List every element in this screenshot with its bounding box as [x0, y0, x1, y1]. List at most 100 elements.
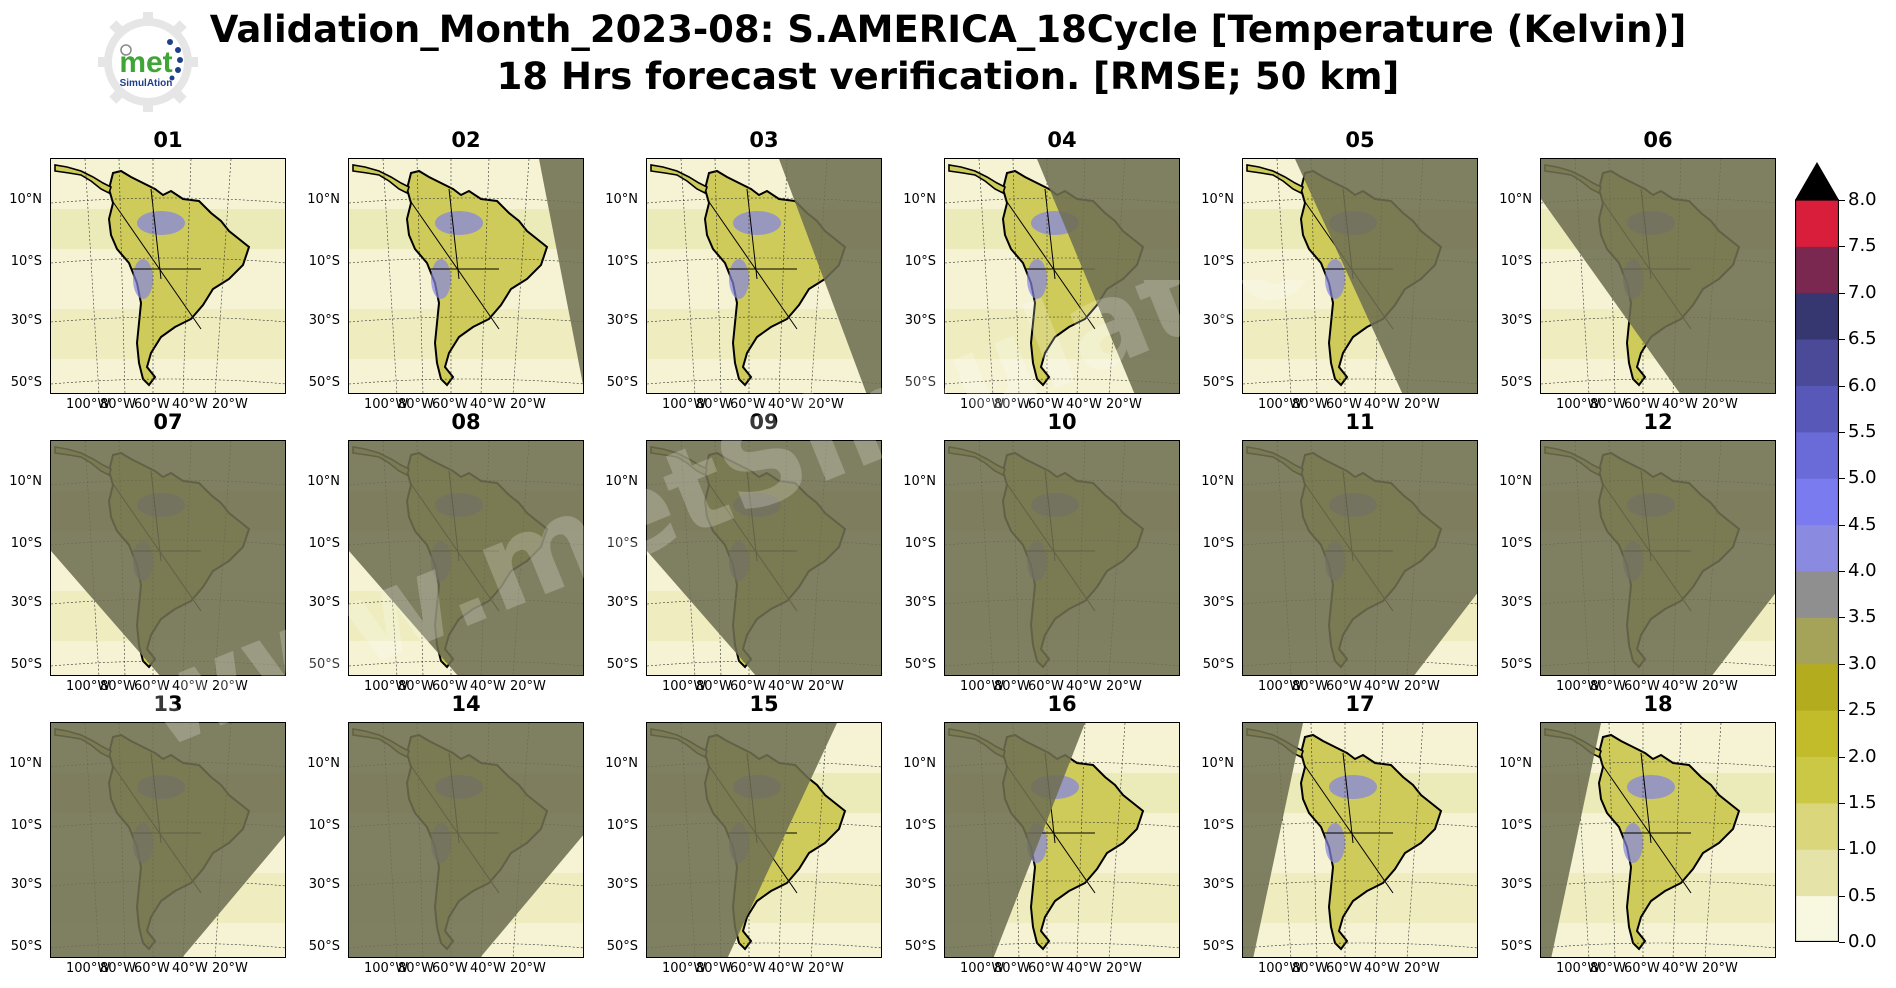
panel-title: 13 [153, 692, 183, 716]
panel-title: 18 [1643, 692, 1673, 716]
lon-tick-label: 100°W [662, 397, 707, 412]
colorbar [1795, 162, 1839, 942]
lat-tick-label: 50°S [1202, 657, 1234, 672]
lat-tick-label: 10°S [1500, 254, 1532, 269]
lon-tick-label: 100°W [66, 961, 111, 976]
lat-tick-label: 30°S [10, 313, 42, 328]
lat-tick-label: 10°S [1500, 818, 1532, 833]
colorbar-tick-label: 6.5 [1848, 328, 1877, 350]
lon-tick-label: 100°W [66, 397, 111, 412]
lon-tick-label: 20°W [212, 961, 248, 976]
colorbar-tick-label: 3.5 [1848, 606, 1877, 628]
lat-tick-label: 10°S [10, 818, 42, 833]
lon-tick-label: 40°W [1364, 679, 1400, 694]
lon-tick-label: 60°W [1028, 679, 1064, 694]
night-mask [349, 441, 583, 675]
lon-tick-label: 60°W [1326, 679, 1362, 694]
colorbar-bin [1795, 292, 1839, 340]
colorbar-tick-mark [1839, 339, 1845, 341]
lon-tick-label: 100°W [960, 679, 1005, 694]
met-simulation-logo: met SimulAtion [98, 12, 198, 112]
forecast-panel: 09 10°N 10°S 30°S 50°S 100°W 80°W 60°W 40°W 20°W [605, 410, 882, 694]
lon-tick-label: 60°W [134, 679, 170, 694]
lon-tick-label: 80°W [1590, 679, 1626, 694]
lat-tick-label: 10°N [9, 192, 42, 207]
lat-tick-label: 10°N [605, 192, 638, 207]
colorbar-tick-mark [1839, 802, 1845, 804]
night-mask [1037, 159, 1179, 393]
rmse-map [1540, 440, 1776, 676]
lat-tick-label: 10°S [10, 254, 42, 269]
lon-tick-label: 40°W [172, 397, 208, 412]
rmse-map [944, 440, 1180, 676]
colorbar-tick-mark [1839, 756, 1845, 758]
rmse-map [1242, 722, 1478, 958]
forecast-panel: 06 10°N 10°S 30°S 50°S 100°W 80°W 60°W 40°W 20°W [1499, 128, 1776, 412]
lat-tick-label: 10°N [1499, 756, 1532, 771]
colorbar-tick-label: 0.0 [1848, 931, 1877, 952]
rmse-map [646, 722, 882, 958]
lat-tick-label: 10°S [1202, 254, 1234, 269]
lon-tick-label: 20°W [1404, 397, 1440, 412]
night-mask [945, 441, 1179, 675]
colorbar-frame [1795, 199, 1839, 942]
lon-tick-label: 40°W [470, 961, 506, 976]
lon-tick-label: 80°W [398, 397, 434, 412]
night-mask [1243, 723, 1303, 957]
panel-title: 08 [451, 410, 481, 434]
forecast-panel: 03 10°N 10°S 30°S 50°S 100°W 80°W 60°W 40°W 20°W [605, 128, 882, 412]
lat-tick-label: 50°S [10, 375, 42, 390]
forecast-panel: 01 10°N 10°S 30°S 50°S 100°W 80°W 60°W 40°W 20°W [9, 128, 286, 412]
lat-tick-label: 10°N [9, 756, 42, 771]
lon-tick-label: 60°W [134, 961, 170, 976]
lon-tick-label: 20°W [1106, 679, 1142, 694]
lat-tick-label: 10°N [9, 474, 42, 489]
lat-tick-label: 50°S [904, 375, 936, 390]
lat-tick-label: 30°S [10, 877, 42, 892]
lat-tick-label: 10°S [904, 818, 936, 833]
lat-tick-label: 10°N [1201, 756, 1234, 771]
panel-title: 15 [749, 692, 779, 716]
lat-tick-label: 10°N [1499, 192, 1532, 207]
lon-tick-label: 40°W [768, 961, 804, 976]
night-mask [1541, 441, 1775, 675]
lat-tick-label: 10°S [904, 536, 936, 551]
lon-tick-label: 40°W [1066, 961, 1102, 976]
colorbar-bin [1795, 524, 1839, 572]
rmse-map [1242, 158, 1478, 394]
lon-tick-label: 20°W [808, 679, 844, 694]
lat-tick-label: 10°S [308, 818, 340, 833]
forecast-panel: 07 10°N 10°S 30°S 50°S 100°W 80°W 60°W 40°W 20°W [9, 410, 286, 694]
colorbar-tick-mark [1839, 663, 1845, 665]
colorbar-bin [1795, 571, 1839, 618]
lon-tick-label: 40°W [768, 679, 804, 694]
lon-tick-label: 100°W [1258, 397, 1303, 412]
lon-tick-label: 100°W [1258, 961, 1303, 976]
colorbar-bin [1795, 895, 1839, 942]
colorbar-bin [1795, 431, 1839, 479]
lon-tick-label: 60°W [1028, 961, 1064, 976]
colorbar-bin [1795, 478, 1839, 526]
lon-tick-label: 20°W [1404, 679, 1440, 694]
night-mask [647, 723, 837, 957]
colorbar-tick-label: 4.5 [1848, 513, 1877, 535]
lon-tick-label: 60°W [1624, 961, 1660, 976]
lon-tick-label: 80°W [994, 679, 1030, 694]
colorbar-tick-mark [1839, 385, 1845, 387]
lon-tick-label: 20°W [1702, 397, 1738, 412]
colorbar-tick-label: 7.5 [1848, 235, 1877, 257]
night-mask [1243, 441, 1477, 675]
lat-tick-label: 30°S [1500, 313, 1532, 328]
night-mask [1541, 159, 1775, 393]
lat-tick-label: 10°N [1201, 474, 1234, 489]
lon-tick-label: 100°W [1556, 679, 1601, 694]
rmse-map [944, 158, 1180, 394]
lat-tick-label: 50°S [1500, 939, 1532, 954]
colorbar-tick-label: 2.0 [1848, 745, 1877, 767]
lon-tick-label: 60°W [432, 679, 468, 694]
lon-tick-label: 40°W [1662, 397, 1698, 412]
lat-tick-label: 50°S [1202, 375, 1234, 390]
lon-tick-label: 80°W [994, 961, 1030, 976]
lat-tick-label: 50°S [10, 939, 42, 954]
lon-tick-label: 40°W [1066, 397, 1102, 412]
